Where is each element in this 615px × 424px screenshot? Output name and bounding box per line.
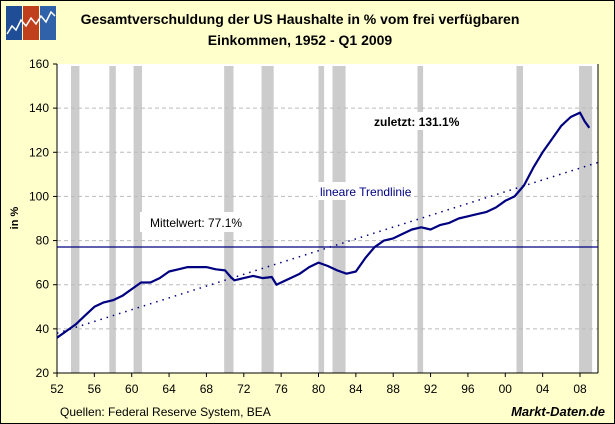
series-line [56, 111, 591, 339]
x-tick-label: 80 [312, 382, 326, 396]
recession-band [332, 66, 346, 373]
mean-label: Mittelwert: 77.1% [150, 216, 242, 230]
y-tick-label: 60 [36, 278, 50, 292]
recession-band [579, 66, 593, 373]
recession-band [516, 66, 524, 373]
trend-label: lineare Trendlinie [320, 185, 412, 199]
market-data-logo [6, 6, 56, 40]
y-tick-label: 140 [29, 101, 49, 115]
recession-band [417, 66, 424, 373]
y-axis-label: in % [9, 206, 21, 229]
x-tick-label: 76 [274, 382, 288, 396]
recession-band [261, 66, 274, 373]
y-tick-label: 80 [36, 234, 50, 248]
x-tick-label: 56 [88, 382, 102, 396]
recession-band [71, 66, 80, 373]
last-value-label: zuletzt: 131.1% [374, 115, 460, 129]
brand-label: Markt-Daten.de [511, 404, 605, 419]
source-note: Quellen: Federal Reserve System, BEA [60, 405, 271, 419]
x-tick-label: 04 [536, 382, 550, 396]
x-tick-label: 68 [200, 382, 214, 396]
x-tick-label: 96 [461, 382, 475, 396]
y-tick-label: 100 [29, 189, 49, 203]
recession-band [133, 66, 142, 373]
y-tick-label: 160 [29, 57, 49, 71]
mean-label-bg [140, 212, 250, 232]
y-tick-label: 20 [36, 366, 50, 380]
x-tick-label: 72 [237, 382, 251, 396]
chart-title: Gesamtverschuldung der US Haushalte in %… [60, 9, 540, 51]
x-tick-label: 08 [573, 382, 587, 396]
recession-band [318, 66, 325, 373]
x-tick-label: 52 [50, 382, 64, 396]
x-tick-label: 64 [162, 382, 176, 396]
title-line-2: Einkommen, 1952 - Q1 2009 [207, 32, 393, 48]
x-tick-label: 60 [125, 382, 139, 396]
x-tick-label: 92 [424, 382, 438, 396]
x-tick-label: 00 [499, 382, 513, 396]
x-tick-label: 88 [387, 382, 401, 396]
last-label-bg [372, 112, 434, 130]
y-tick-label: 120 [29, 145, 49, 159]
trend-label-bg [317, 182, 403, 200]
title-line-1: Gesamtverschuldung der US Haushalte in %… [80, 11, 520, 27]
y-tick-label: 40 [36, 322, 50, 336]
x-tick-label: 84 [349, 382, 363, 396]
recession-band [109, 66, 116, 373]
